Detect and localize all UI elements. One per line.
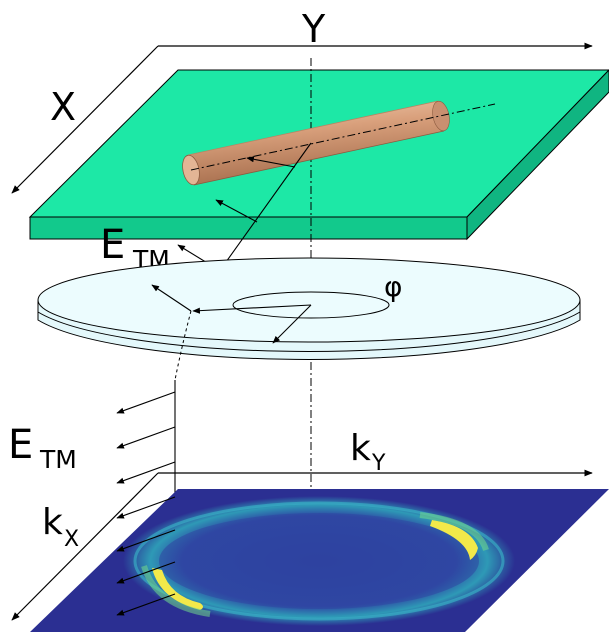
lens [37, 257, 581, 360]
e-field-arrows-lower [116, 391, 176, 616]
nanorod-axis [190, 103, 496, 171]
x-axis-label: X [50, 85, 76, 129]
kspace-lobe-right [430, 520, 478, 560]
e-tm-upper-main: E [100, 222, 125, 268]
kspace-inner-disk [159, 513, 479, 609]
nanorod-edge-bottom [193, 130, 445, 186]
nanorod-body [188, 101, 444, 185]
e-field-arrow-lens [151, 284, 192, 312]
e-field-arrow-lower-2 [116, 426, 176, 449]
lens-rim-line [37, 311, 581, 352]
kspace-ring-edge [133, 501, 505, 621]
e-tm-lower-main: E [8, 422, 33, 468]
kx-axis-label: k X [42, 502, 79, 552]
e-field-arrow-rod [246, 156, 296, 168]
ray-through-lens [174, 310, 192, 381]
nanorod-edge-top [187, 100, 439, 156]
e-field-arrow-lower-1 [116, 391, 176, 414]
ky-sub: Y [371, 451, 386, 476]
e-field-arrow-lower-6 [116, 561, 176, 584]
substrate-front-face [29, 216, 468, 240]
x-axis-arrow [11, 45, 159, 194]
kspace-lobe-left [152, 568, 203, 610]
substrate-side-face [466, 69, 609, 241]
e-field-arrow-mid [215, 199, 258, 223]
e-field-arrow-lower-3 [116, 461, 176, 484]
phi-label: φ [384, 270, 402, 303]
kx-main: k [42, 502, 63, 543]
ky-axis-label: k Y [350, 428, 386, 476]
e-field-arrow-lower-5 [116, 529, 176, 552]
phi-radius-arrow [192, 304, 312, 314]
e-field-arrow-lower-4 [116, 496, 176, 519]
y-axis-label: Y [301, 7, 326, 51]
kx-sub: X [64, 527, 79, 552]
nanorod [182, 100, 496, 186]
kspace-lobe-right-halo [419, 512, 489, 552]
kspace-lobe-left-halo [141, 565, 211, 617]
phi-radius-arrow-2 [272, 304, 312, 344]
ky-main: k [350, 428, 371, 469]
e-tm-label-lower: E TM [8, 422, 77, 474]
kx-axis-arrow [11, 472, 159, 621]
e-tm-lower-sub: TM [39, 445, 77, 474]
kspace-plane [30, 489, 609, 632]
e-field-arrow-lower-7 [116, 593, 176, 616]
